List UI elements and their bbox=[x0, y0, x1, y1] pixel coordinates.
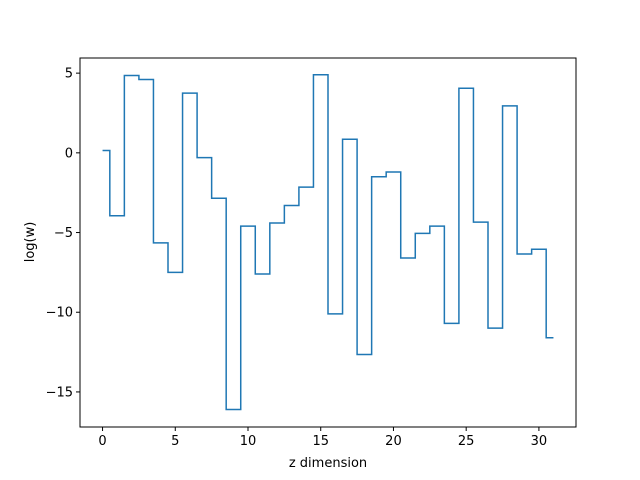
data-point bbox=[260, 271, 266, 277]
data-point bbox=[187, 90, 193, 96]
data-point bbox=[492, 325, 498, 331]
data-point bbox=[201, 155, 207, 161]
x-tick-label: 10 bbox=[240, 434, 257, 449]
data-point bbox=[521, 251, 527, 257]
series-line bbox=[102, 73, 554, 411]
data-point bbox=[434, 223, 440, 229]
data-point bbox=[420, 230, 426, 236]
data-point bbox=[361, 351, 367, 357]
x-tick-label: 20 bbox=[385, 434, 402, 449]
data-point bbox=[405, 255, 411, 261]
y-tick-label: −5 bbox=[54, 226, 73, 241]
series-layer bbox=[100, 72, 556, 412]
data-point bbox=[318, 72, 324, 78]
y-axis-label: log(w) bbox=[23, 222, 38, 263]
y-tick-label: 0 bbox=[65, 146, 73, 161]
data-point bbox=[347, 136, 353, 142]
data-point bbox=[536, 246, 542, 252]
x-tick-label: 15 bbox=[312, 434, 329, 449]
y-axis: 5 0 −5 −10 −15 bbox=[46, 67, 80, 400]
data-point bbox=[172, 269, 178, 275]
x-axis: 0 5 10 15 20 25 30 bbox=[98, 427, 547, 449]
data-point bbox=[245, 223, 251, 229]
data-point bbox=[303, 184, 309, 190]
y-tick-label: −10 bbox=[46, 306, 73, 321]
x-tick-label: 0 bbox=[98, 434, 106, 449]
data-point bbox=[230, 406, 236, 412]
data-point bbox=[129, 73, 135, 79]
data-point bbox=[274, 220, 280, 226]
y-tick-label: −15 bbox=[46, 385, 73, 400]
data-point bbox=[289, 202, 295, 208]
data-point bbox=[478, 219, 484, 225]
x-tick-label: 30 bbox=[531, 434, 548, 449]
data-point bbox=[463, 85, 469, 91]
plot-frame bbox=[79, 57, 577, 428]
data-point bbox=[216, 195, 222, 201]
data-point bbox=[158, 240, 164, 246]
data-point bbox=[449, 320, 455, 326]
data-point bbox=[332, 311, 338, 317]
y-tick-label: 5 bbox=[65, 67, 73, 82]
data-point bbox=[100, 147, 106, 153]
x-axis-label: z dimension bbox=[289, 456, 367, 471]
x-tick-label: 25 bbox=[458, 434, 475, 449]
data-point bbox=[376, 174, 382, 180]
data-point bbox=[114, 213, 120, 219]
data-point bbox=[550, 335, 556, 341]
data-point bbox=[507, 103, 513, 109]
x-tick-label: 5 bbox=[171, 434, 179, 449]
data-point bbox=[143, 77, 149, 83]
data-point bbox=[390, 169, 396, 175]
